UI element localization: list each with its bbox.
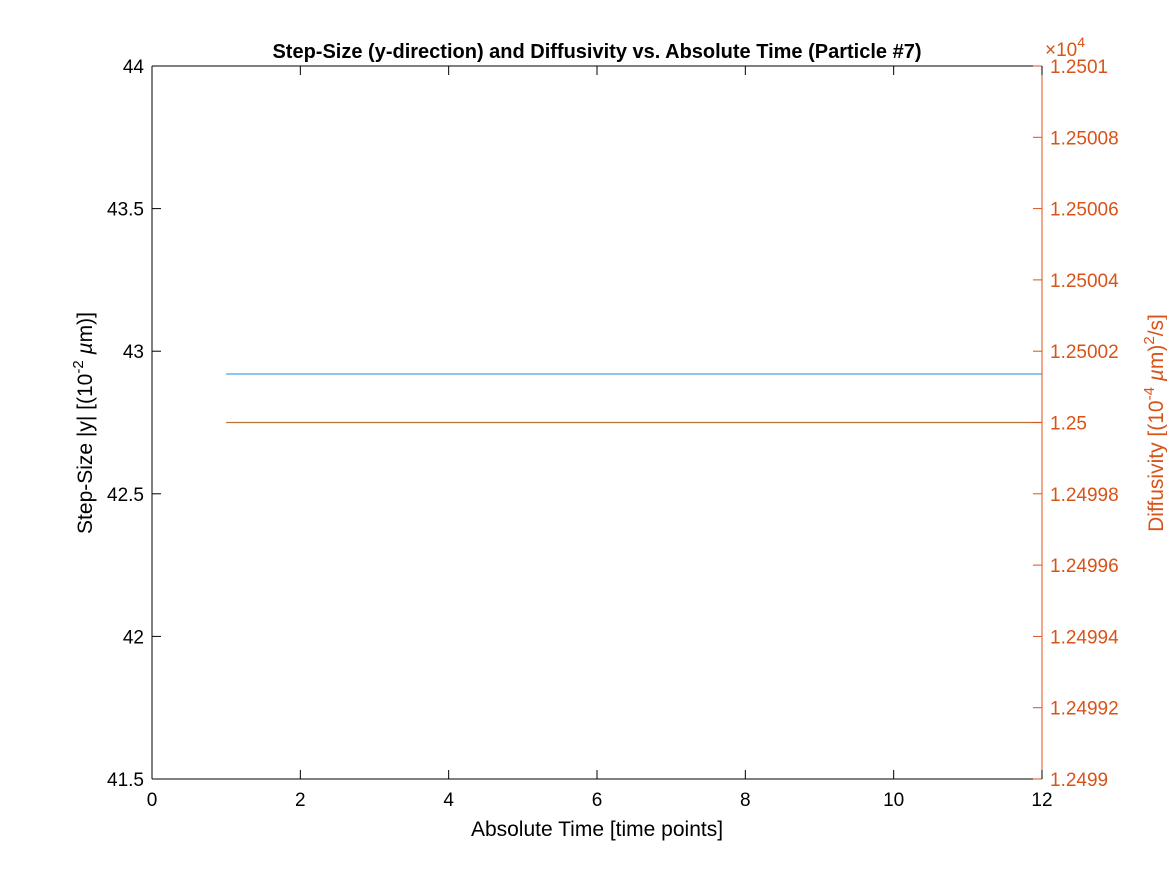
y-right-label-sup1: -4 — [1141, 387, 1158, 400]
y-right-tick-label: 1.2499 — [1050, 770, 1108, 791]
y-left-tick-label: 42.5 — [107, 485, 144, 506]
y-left-label-sup: -2 — [70, 360, 87, 373]
y-right-tick-label: 1.25 — [1050, 414, 1087, 435]
y-right-label-end: /s] — [1145, 314, 1167, 336]
y-left-label-end: m)] — [74, 312, 97, 342]
y-right-label-base: Diffusivity [(10 — [1145, 400, 1167, 532]
y-right-tick-label: 1.24998 — [1050, 485, 1119, 506]
x-tick-label: 8 — [740, 790, 751, 811]
left-axis-ticks: 41.5 42 42.5 43 43.5 44 — [107, 57, 161, 791]
x-tick-label: 10 — [883, 790, 904, 811]
right-axis-exponent: ×104 — [1045, 34, 1085, 61]
chart-title: Step-Size (y-direction) and Diffusivity … — [272, 41, 921, 63]
y-right-tick-label: 1.25004 — [1050, 271, 1119, 292]
x-tick-label: 6 — [592, 790, 603, 811]
exponent-power: 4 — [1077, 34, 1085, 50]
y-right-tick-label: 1.24996 — [1050, 556, 1119, 577]
x-tick-label: 12 — [1031, 790, 1052, 811]
x-tick-label: 2 — [295, 790, 306, 811]
y-right-tick-label: 1.24994 — [1050, 627, 1119, 648]
y-right-label-mu: µ — [1145, 369, 1167, 387]
y-right-label-sup2: 2 — [1141, 336, 1158, 344]
y-right-tick-label: 1.25002 — [1050, 342, 1119, 363]
right-axis-ticks: 1.2499 1.24992 1.24994 1.24996 1.24998 1.25 1.… — [1033, 57, 1119, 791]
y-left-tick-label: 41.5 — [107, 770, 144, 791]
y-right-axis-title: Diffusivity [(10-4 µm)2/s] — [1141, 314, 1167, 532]
y-left-axis-title: Step-Size |y| [(10-2 µm)] — [70, 312, 97, 534]
y-left-label-mu: µ — [74, 342, 97, 360]
y-left-tick-label: 42 — [123, 627, 144, 648]
y-right-tick-label: 1.25008 — [1050, 128, 1119, 149]
y-right-tick-label: 1.25006 — [1050, 200, 1119, 221]
y-left-label-base: Step-Size |y| [(10 — [74, 374, 97, 534]
y-right-tick-label: 1.24992 — [1050, 699, 1119, 720]
y-right-tick-label: 1.2501 — [1050, 57, 1108, 78]
series-layer — [226, 373, 1042, 424]
x-tick-label: 4 — [443, 790, 454, 811]
y-right-label-mid: m) — [1145, 345, 1167, 370]
y-left-tick-label: 43.5 — [107, 200, 144, 221]
y-left-tick-label: 43 — [123, 342, 144, 363]
x-axis-title: Absolute Time [time points] — [471, 818, 723, 841]
exponent-prefix: ×10 — [1045, 40, 1077, 61]
x-axis-ticks: 0 2 4 6 8 10 12 — [147, 66, 1053, 811]
x-tick-label: 0 — [147, 790, 158, 811]
y-left-tick-label: 44 — [123, 57, 145, 78]
